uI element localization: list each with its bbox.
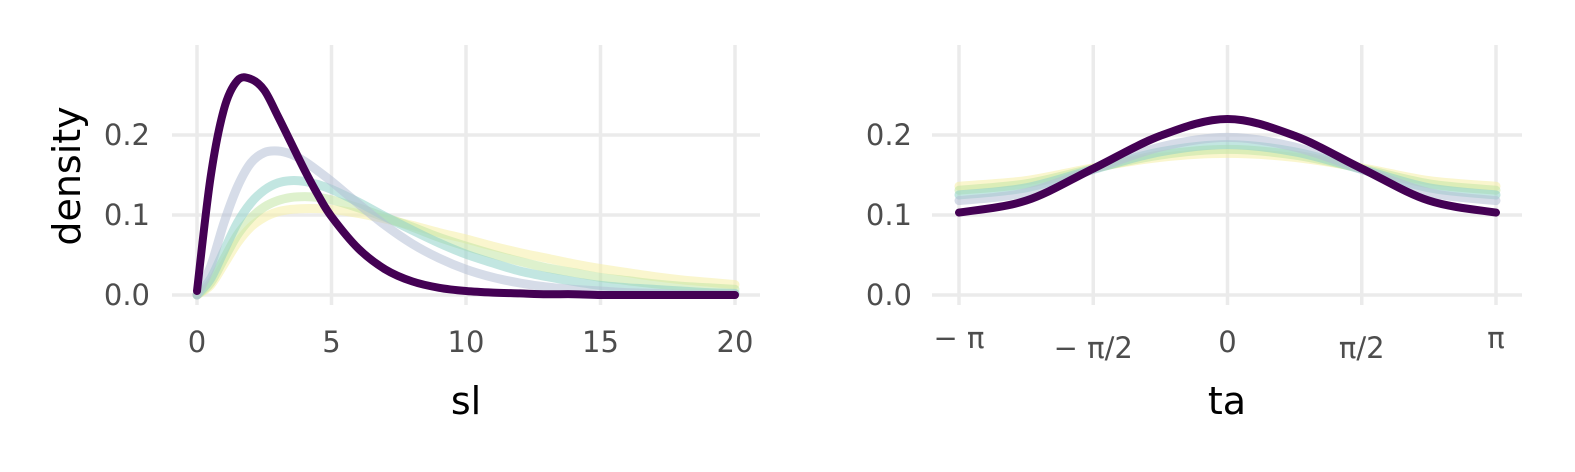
ta-y-tick-label: 0.1 xyxy=(866,198,912,232)
sl-x-axis-title: sl xyxy=(451,379,481,423)
ta-grid xyxy=(932,45,1522,305)
ta-y-tick-label: 0.0 xyxy=(866,278,912,312)
ta-x-tick-label: 0 xyxy=(1218,325,1236,359)
y-axis-title: density xyxy=(45,106,89,245)
sl-y-tick-label: 0.0 xyxy=(104,278,150,312)
sl-density-panel: 0 5 10 15 20 0.0 0.1 0.2 sl density xyxy=(45,45,760,423)
ta-x-tick-label: π/2 xyxy=(1339,331,1385,365)
ta-y-tick-label: 0.2 xyxy=(866,118,912,152)
sl-x-tick-label: 15 xyxy=(582,325,619,359)
sl-y-tick-label: 0.1 xyxy=(104,198,150,232)
ta-x-tick-label: − π xyxy=(934,321,985,355)
ta-series-line-1 xyxy=(955,115,1500,217)
ta-x-axis-title: ta xyxy=(1208,379,1246,423)
ta-series-line-2 xyxy=(954,132,1501,206)
sl-x-tick-label: 0 xyxy=(188,325,206,359)
sl-x-tick-label: 10 xyxy=(448,325,485,359)
ta-x-tick-label: π xyxy=(1487,321,1504,355)
ta-series-group xyxy=(954,115,1501,217)
sl-y-tick-label: 0.2 xyxy=(104,118,150,152)
sl-y-tick-labels: 0.0 0.1 0.2 xyxy=(104,118,150,312)
sl-series-group xyxy=(192,73,740,300)
sl-x-tick-label: 20 xyxy=(717,325,754,359)
sl-series-line-1 xyxy=(193,73,739,300)
ta-y-tick-labels: 0.0 0.1 0.2 xyxy=(866,118,912,312)
sl-x-tick-label: 5 xyxy=(322,325,340,359)
ta-x-tick-labels: − π − π/2 0 π/2 π xyxy=(934,321,1505,365)
sl-x-tick-labels: 0 5 10 15 20 xyxy=(188,325,754,359)
sl-series-line-3 xyxy=(192,176,740,300)
ta-x-tick-label: − π/2 xyxy=(1054,331,1133,365)
ta-density-panel: − π − π/2 0 π/2 π 0.0 0.1 0.2 ta xyxy=(866,45,1522,423)
